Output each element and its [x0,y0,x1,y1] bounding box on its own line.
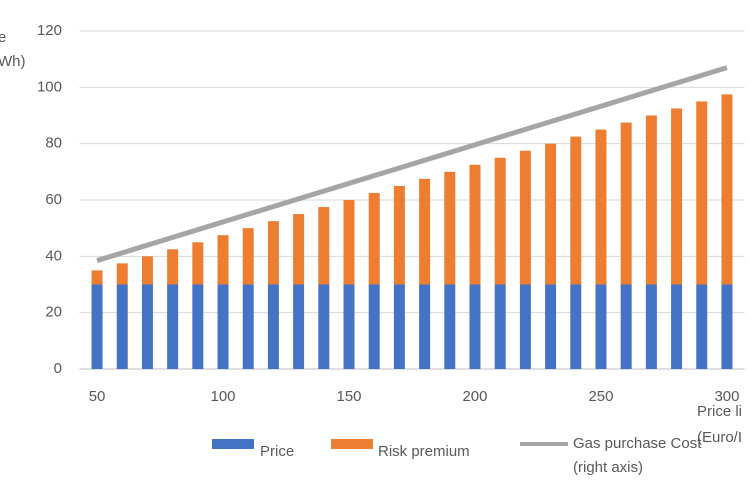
bar [721,284,733,369]
bar [519,284,531,369]
bar [242,228,254,285]
bar [318,284,330,369]
bar [696,101,708,285]
bar [620,122,632,285]
line-series [96,65,728,263]
bar [167,249,179,285]
bar [141,256,153,285]
x-tick-label: 50 [89,388,106,405]
bar [91,284,103,369]
bar [91,270,103,285]
bar [645,284,657,369]
legend-label: Price [260,443,295,460]
x-axis-label: (Euro/I [697,429,742,446]
bar [671,284,683,369]
bar [343,200,355,285]
bar [343,284,355,369]
bar [519,150,531,285]
legend-label: Risk premium [378,443,470,460]
x-tick-label: 250 [588,388,613,405]
legend-label: Gas purchase Cost (right axis) [573,435,702,476]
x-tick-label: 300 [714,388,739,405]
y-tick-label: 120 [37,22,62,39]
bar [545,143,557,285]
bar [116,284,128,369]
y-tick-label: 60 [45,191,62,208]
x-axis-label: Price li [697,403,742,420]
legend-key [212,439,254,449]
bar [570,136,582,285]
x-tick-label: 100 [211,388,236,405]
bar [645,115,657,285]
bar [545,284,557,369]
bar [595,129,607,285]
bar [192,284,204,369]
y-tick-label: 80 [45,135,62,152]
bar [419,284,431,369]
y-tick-label: 20 [45,304,62,321]
bar [620,284,632,369]
legend-key [331,439,373,449]
bar [217,235,229,285]
y-tick-label: 100 [37,78,62,95]
bar [141,284,153,369]
bar [217,284,229,369]
bar [368,284,380,369]
bar [167,284,179,369]
bar [494,284,506,369]
bar [293,214,305,285]
x-tick-label: 200 [462,388,487,405]
bar [318,207,330,285]
bar [469,284,481,369]
y-axis-label: e [0,29,6,46]
bar [696,284,708,369]
bar [494,157,506,285]
y-axis-label: Wh) [0,53,26,70]
bar [469,164,481,285]
bar [368,192,380,285]
y-tick-label: 40 [45,247,62,264]
bar [444,171,456,285]
bar [192,242,204,285]
bar [116,263,128,285]
bar [721,94,733,285]
y-tick-label: 0 [54,360,62,377]
bar [267,284,279,369]
bar [242,284,254,369]
bar [595,284,607,369]
bar [393,185,405,285]
bar [671,108,683,285]
bar [393,284,405,369]
bar [293,284,305,369]
x-tick-label: 150 [336,388,361,405]
bar [267,221,279,285]
bar [444,284,456,369]
bar [570,284,582,369]
bar [419,178,431,285]
